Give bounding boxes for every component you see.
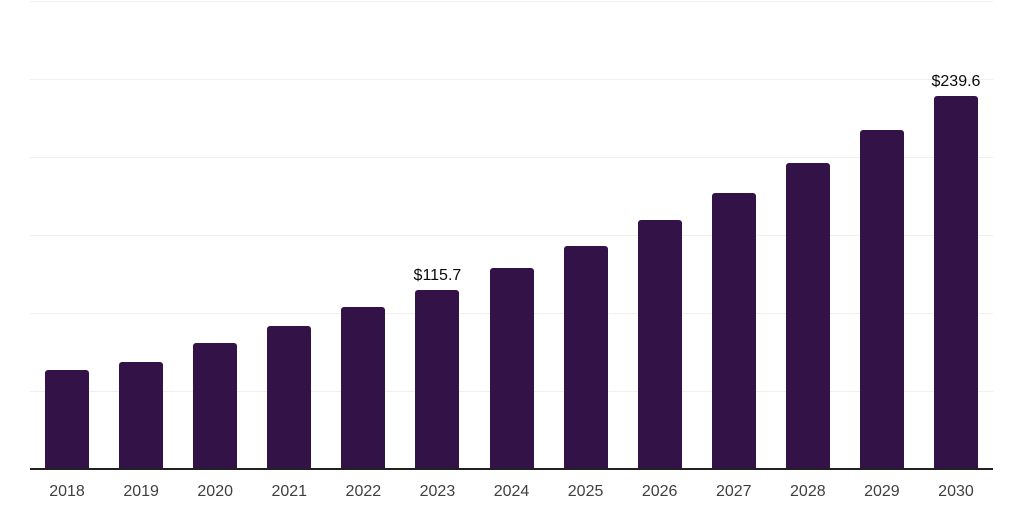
bar-slot — [104, 2, 178, 470]
bar-value-label-2023: $115.7 — [413, 266, 462, 284]
x-axis-tick-labels: 2018 2019 2020 2021 2022 2023 2024 2025 2026 2027… — [30, 482, 993, 501]
x-tick-label-2023: 2023 — [419, 483, 456, 500]
x-tick-label-2027: 2027 — [715, 483, 752, 500]
plot-area: $115.7 $239.6 — [30, 1, 993, 470]
x-tick-label-2019: 2019 — [123, 483, 159, 500]
bar-slot — [623, 2, 697, 470]
gridline — [30, 157, 993, 158]
bar-slot — [326, 2, 400, 470]
x-tick-label-2024: 2024 — [493, 483, 530, 500]
bar-2029 — [859, 130, 904, 470]
bar-value-label-2030: $239.6 — [931, 73, 981, 91]
bar-2024 — [489, 268, 534, 470]
x-tick-label-2020: 2020 — [197, 483, 233, 500]
bar-2018 — [45, 370, 90, 470]
x-tick-label-2018: 2018 — [49, 483, 85, 500]
x-tick-label-2030: 2030 — [938, 483, 974, 500]
bar-2026 — [637, 220, 682, 470]
x-tick-label-2026: 2026 — [641, 483, 678, 500]
bar-2019 — [119, 362, 164, 470]
bar-2027 — [711, 193, 756, 470]
bar-2030 — [933, 96, 978, 470]
bar-slot: $239.6 — [919, 2, 993, 470]
bar-slot — [252, 2, 326, 470]
bar-slot — [178, 2, 252, 470]
bar-2028 — [785, 163, 830, 470]
bar-slot: $115.7 — [400, 2, 474, 470]
x-axis-line — [30, 468, 993, 470]
x-tick-label-2025: 2025 — [567, 483, 604, 500]
x-tick-label-2029: 2029 — [864, 483, 900, 500]
bar-2022 — [341, 307, 386, 470]
gridline — [30, 79, 993, 80]
bar-slot — [771, 2, 845, 470]
x-tick-label-2028: 2028 — [790, 483, 826, 500]
bar-slot — [845, 2, 919, 470]
bars-layer: $115.7 $239.6 — [30, 2, 993, 470]
gridline — [30, 235, 993, 236]
bar-2025 — [563, 245, 608, 470]
x-tick-label-2021: 2021 — [271, 483, 308, 500]
bar-slot — [30, 2, 104, 470]
bar-2023 — [415, 289, 460, 470]
gridline — [30, 1, 993, 2]
bar-2021 — [267, 326, 312, 470]
x-tick-label-2022: 2022 — [345, 483, 382, 500]
bar-slot — [549, 2, 623, 470]
bar-slot — [697, 2, 771, 470]
bar-2020 — [193, 343, 238, 470]
bar-slot — [474, 2, 548, 470]
